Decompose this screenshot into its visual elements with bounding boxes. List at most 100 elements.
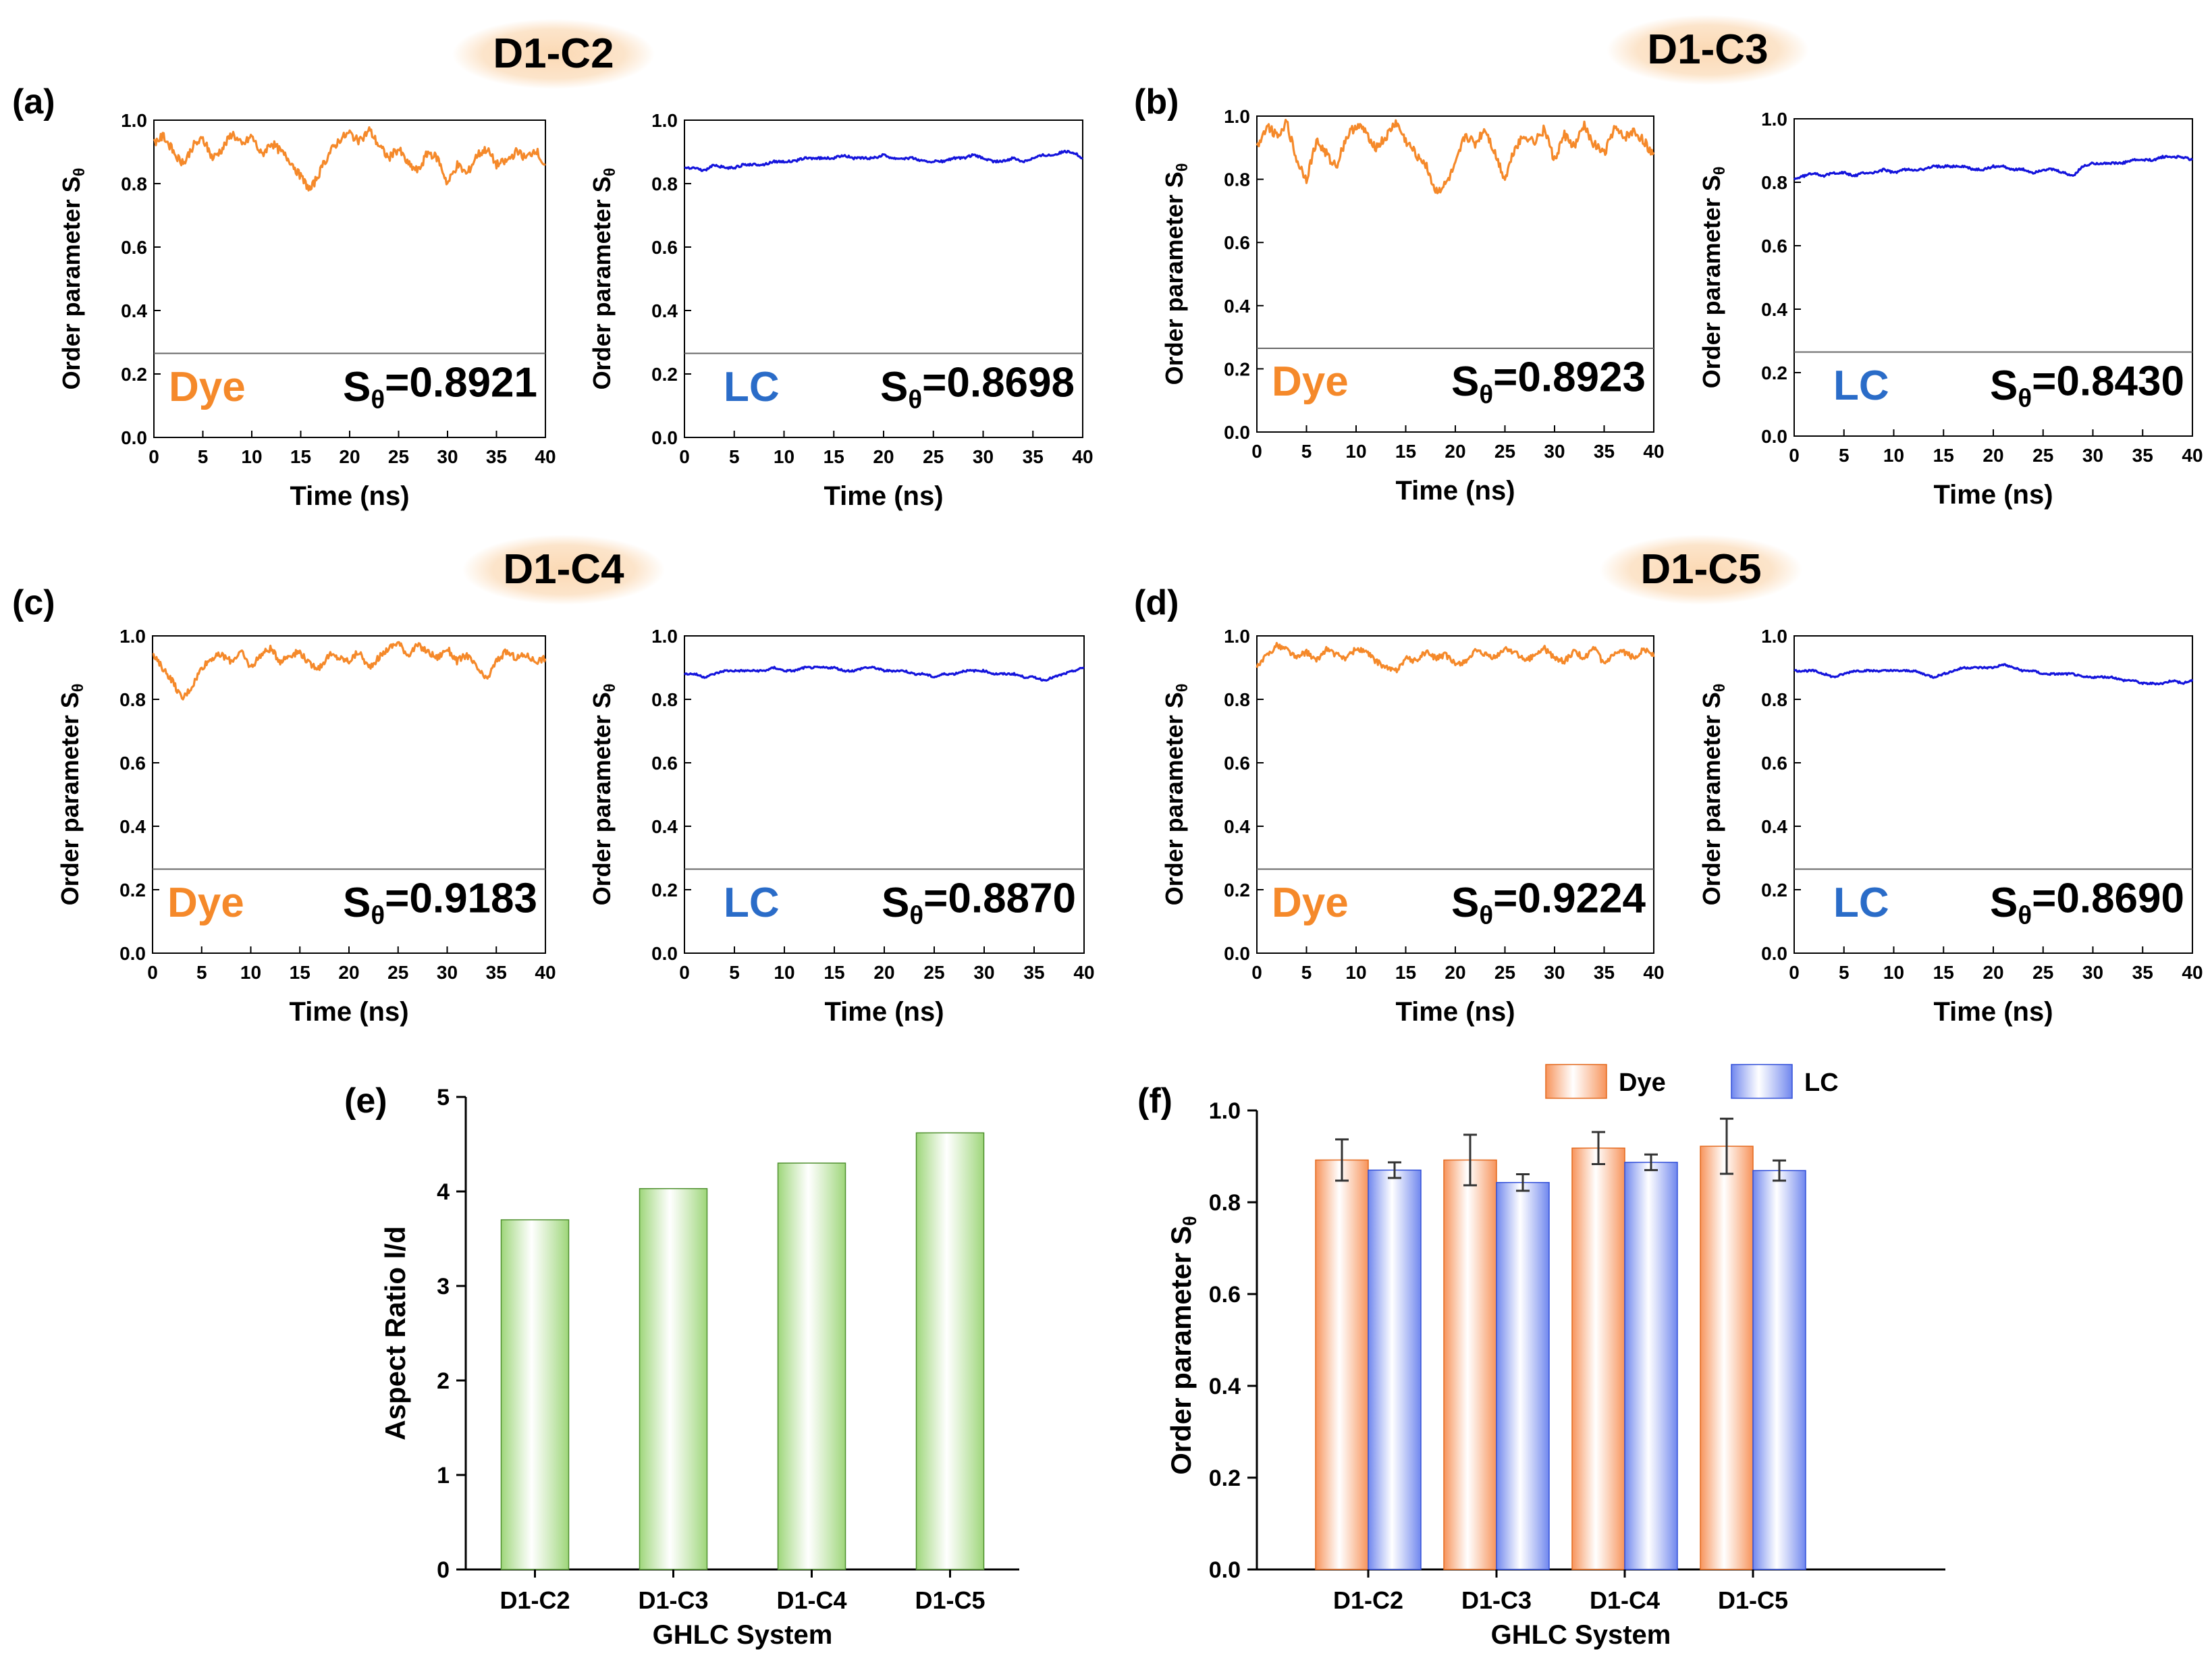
y-tick-label-b2-2: 0.4 — [1761, 299, 1787, 320]
bar-f-lc-0 — [1368, 1169, 1422, 1570]
x-tick-label-f-1: D1-C3 — [1461, 1586, 1532, 1614]
x-tick-label-c-1: 5 — [196, 962, 207, 983]
x-tick-label-d-4: 20 — [1445, 962, 1465, 983]
group-title-glow-d — [1600, 535, 1802, 605]
y-axis-label-a-sub: θ — [70, 168, 88, 177]
y-tick-label-d-2: 0.4 — [1224, 816, 1250, 837]
x-tick-label-d-0: 0 — [1251, 962, 1262, 983]
x-tick-label-c2-8: 40 — [1073, 962, 1094, 983]
y-tick-label-f-3: 0.6 — [1209, 1282, 1241, 1308]
x-tick-label-e-0: D1-C2 — [500, 1586, 570, 1614]
x-tick-label-a-2: 10 — [241, 446, 262, 467]
y-axis-label-c: Order parameter Sθ — [56, 684, 86, 906]
x-tick-label-a-7: 35 — [486, 446, 507, 467]
y-tick-label-b-3: 0.6 — [1224, 232, 1250, 253]
x-tick-label-b2-6: 30 — [2082, 445, 2103, 466]
y-axis-label-b-sub: θ — [1173, 163, 1191, 172]
x-tick-label-d2-8: 40 — [2182, 962, 2203, 983]
x-tick-label-b-2: 10 — [1345, 441, 1366, 462]
y-tick-label-a2-2: 0.4 — [651, 300, 678, 321]
panel-d: (d) D1-C5 0 5 10 15 20 25 30 35 40 0.0 0.2 0.4 0.6 0.8 1… — [1134, 535, 1802, 1027]
y-tick-label-b-5: 1.0 — [1224, 106, 1250, 127]
group-title-glow-a — [452, 19, 655, 89]
y-tick-label-b2-0: 0.0 — [1761, 426, 1787, 447]
x-tick-label-b2-2: 10 — [1883, 445, 1904, 466]
y-tick-label-a-0: 0.0 — [121, 427, 147, 448]
y-axis-label-f-main: Order parameter S — [1165, 1226, 1197, 1475]
y-axis-label-b2-main: Order parameter S — [1698, 175, 1725, 388]
y-tick-label-f-2: 0.4 — [1209, 1374, 1241, 1399]
panel-a: (a) D1-C2 0 5 10 15 20 25 30 35 40 0.0 0.2 0.4 0.6 0.8 1… — [12, 19, 655, 511]
y-tick-label-d-0: 0.0 — [1224, 943, 1250, 964]
y-tick-label-b-0: 0.0 — [1224, 422, 1250, 443]
x-tick-label-e-1: D1-C3 — [638, 1586, 708, 1614]
s-value-prefix-c: S — [343, 880, 371, 926]
bar-e-2 — [777, 1162, 846, 1570]
x-tick-label-b2-1: 5 — [1839, 445, 1850, 466]
series-line-c — [152, 641, 547, 701]
s-value-number-d2: =0.8690 — [2032, 875, 2184, 921]
s-value-prefix-a: S — [343, 364, 371, 410]
y-axis-label-b2: Order parameter Sθ — [1698, 167, 1728, 389]
bar-f-dye-3 — [1700, 1146, 1754, 1570]
panel-b: (b) D1-C3 0 5 10 15 20 25 30 35 40 0.0 0.2 0.4 0.6 0.8 1… — [1134, 15, 1809, 506]
s-value-sub-a2: θ — [908, 385, 922, 414]
x-tick-label-c-4: 20 — [338, 962, 359, 983]
y-tick-label-c2-2: 0.4 — [651, 816, 678, 837]
x-tick-label-c2-1: 5 — [729, 962, 740, 983]
s-value-number-c2: =0.8870 — [923, 875, 1076, 921]
x-tick-label-d2-2: 10 — [1883, 962, 1904, 983]
bar-e-1 — [639, 1188, 708, 1570]
y-axis-label-b2-sub: θ — [1710, 167, 1728, 176]
y-tick-label-a-5: 1.0 — [121, 110, 147, 131]
x-tick-label-c2-2: 10 — [774, 962, 794, 983]
y-axis-label-a2-sub: θ — [601, 168, 618, 177]
y-tick-label-d-5: 1.0 — [1224, 626, 1250, 647]
y-axis-label-d: Order parameter Sθ — [1160, 684, 1191, 906]
s-value-sub-c: θ — [371, 901, 385, 930]
s-value-number-c: =0.9183 — [385, 875, 537, 921]
y-axis-label-b: Order parameter Sθ — [1160, 163, 1191, 385]
y-axis-label-b-main: Order parameter S — [1160, 171, 1188, 385]
panel-label-e: (e) — [344, 1081, 387, 1121]
y-tick-label-a-2: 0.4 — [121, 300, 147, 321]
x-tick-label-d2-3: 15 — [1933, 962, 1954, 983]
x-axis-label-b2: Time (ns) — [1933, 480, 2053, 510]
series-line-b — [1256, 119, 1655, 194]
x-tick-label-d2-4: 20 — [1982, 962, 2003, 983]
s-value-prefix-d: S — [1451, 880, 1479, 926]
x-axis-label-f: GHLC System — [1491, 1620, 1671, 1650]
y-axis-label-c2: Order parameter Sθ — [588, 684, 618, 906]
group-title-glow-b — [1607, 15, 1809, 85]
y-axis-label-c-main: Order parameter S — [56, 692, 84, 905]
bar-e-0 — [500, 1219, 570, 1570]
x-tick-label-d2-0: 0 — [1789, 962, 1800, 983]
s-value-number-b2: =0.8430 — [2032, 358, 2184, 404]
y-tick-label-c2-3: 0.6 — [651, 753, 678, 774]
s-value-sub-c2: θ — [909, 901, 923, 930]
x-tick-label-c2-5: 25 — [923, 962, 944, 983]
x-tick-label-d-5: 25 — [1494, 962, 1515, 983]
bar-f-dye-1 — [1443, 1159, 1497, 1570]
y-tick-label-a-1: 0.2 — [121, 364, 147, 385]
group-title-b: D1-C3 — [1647, 26, 1768, 73]
y-tick-label-c-0: 0.0 — [119, 943, 146, 964]
s-value-sub-a: θ — [371, 385, 385, 414]
x-axis-label-a: Time (ns) — [290, 481, 409, 511]
x-tick-label-d2-1: 5 — [1839, 962, 1850, 983]
s-value-prefix-a2: S — [880, 364, 908, 410]
s-value-b: Sθ=0.8923 — [1451, 354, 1646, 409]
s-value-sub-d2: θ — [2018, 901, 2032, 930]
y-tick-label-e-2: 2 — [437, 1368, 450, 1394]
series-line-b2 — [1793, 155, 2194, 181]
x-tick-label-c2-6: 30 — [973, 962, 994, 983]
y-tick-label-d2-5: 1.0 — [1761, 626, 1787, 647]
x-tick-label-c-2: 10 — [240, 962, 261, 983]
y-tick-label-d2-3: 0.6 — [1761, 753, 1787, 774]
y-tick-label-a-4: 0.8 — [121, 173, 147, 194]
x-tick-label-a2-5: 25 — [923, 446, 944, 467]
y-tick-label-a2-5: 1.0 — [651, 110, 678, 131]
y-tick-label-f-1: 0.2 — [1209, 1466, 1241, 1491]
x-tick-label-e-2: D1-C4 — [776, 1586, 846, 1614]
s-value-a: Sθ=0.8921 — [343, 359, 537, 414]
